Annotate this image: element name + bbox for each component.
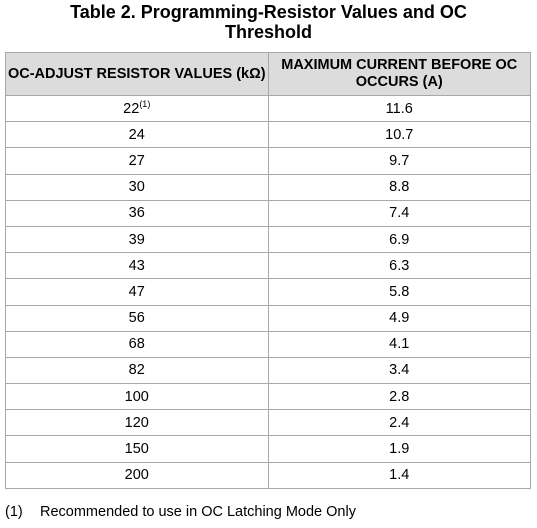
column-header-current: MAXIMUM CURRENT BEFORE OC OCCURS (A)	[267, 52, 531, 96]
resistor-value-cell: 150	[5, 435, 269, 463]
max-current-cell: 5.8	[267, 278, 531, 306]
table-row: 100 2.8	[5, 383, 531, 411]
table-row: 150 1.9	[5, 435, 531, 463]
table-row: 200 1.4	[5, 461, 531, 489]
table-row: 82 3.4	[5, 356, 531, 385]
max-current-cell: 4.1	[267, 330, 531, 358]
max-current-cell: 6.9	[267, 225, 531, 254]
table-row: 22(1) 11.6	[5, 94, 531, 123]
resistor-value: 82	[128, 362, 145, 379]
resistor-value: 22	[123, 100, 140, 117]
table-title-line-1: Table 2. Programming-Resistor Values and…	[70, 2, 467, 22]
resistor-value-cell: 39	[5, 225, 269, 254]
resistor-value-cell: 36	[5, 199, 269, 227]
table-row: 47 5.8	[5, 278, 531, 306]
resistor-value-cell: 24	[5, 121, 269, 149]
max-current-cell: 6.3	[267, 252, 531, 280]
resistor-values-table: OC-ADJUST RESISTOR VALUES (kΩ) MAXIMUM C…	[5, 52, 531, 489]
resistor-value-cell: 56	[5, 304, 269, 332]
resistor-value: 120	[124, 414, 149, 431]
table-title: Table 2. Programming-Resistor Values and…	[0, 2, 537, 42]
table-row: 39 6.9	[5, 225, 531, 254]
max-current-cell: 3.4	[267, 356, 531, 385]
footnote: (1) Recommended to use in OC Latching Mod…	[5, 502, 356, 522]
max-current-cell: 1.4	[267, 461, 531, 489]
table-row: 120 2.4	[5, 409, 531, 437]
resistor-value-cell: 30	[5, 173, 269, 201]
resistor-value-cell: 120	[5, 409, 269, 437]
resistor-value: 150	[124, 441, 149, 458]
resistor-value-cell: 100	[5, 383, 269, 411]
resistor-value: 24	[128, 126, 145, 143]
max-current-cell: 2.8	[267, 383, 531, 411]
table-row: 68 4.1	[5, 330, 531, 358]
column-header-resistor: OC-ADJUST RESISTOR VALUES (kΩ)	[5, 52, 269, 96]
resistor-value-cell: 43	[5, 252, 269, 280]
resistor-value: 100	[124, 388, 149, 405]
resistor-value: 27	[128, 152, 145, 169]
resistor-value-cell: 47	[5, 278, 269, 306]
table-row: 56 4.9	[5, 304, 531, 332]
max-current-cell: 2.4	[267, 409, 531, 437]
resistor-value: 68	[128, 336, 145, 353]
resistor-value: 39	[128, 231, 145, 248]
table-row: 27 9.7	[5, 147, 531, 175]
max-current-cell: 9.7	[267, 147, 531, 175]
footnote-text: Recommended to use in OC Latching Mode O…	[40, 504, 356, 520]
resistor-value-cell: 82	[5, 356, 269, 385]
footnote-marker: (1)	[5, 504, 23, 520]
resistor-value: 200	[124, 467, 149, 484]
resistor-value-cell: 27	[5, 147, 269, 175]
footnote-reference: (1)	[139, 98, 151, 109]
resistor-value: 56	[128, 310, 145, 327]
table-row: 30 8.8	[5, 173, 531, 201]
resistor-value: 43	[128, 257, 145, 274]
table-body: 22(1) 11.6 24 10.7 27 9.7 30 8.8 36 7.4 39 6.9 43 6.3…	[5, 94, 531, 489]
table-title-line-2: Threshold	[224, 22, 312, 42]
table-row: 43 6.3	[5, 252, 531, 280]
resistor-value: 36	[128, 205, 145, 222]
resistor-value-cell: 68	[5, 330, 269, 358]
resistor-value-cell: 22(1)	[5, 94, 269, 123]
table-row: 24 10.7	[5, 121, 531, 149]
max-current-cell: 1.9	[267, 435, 531, 463]
max-current-cell: 4.9	[267, 304, 531, 332]
max-current-cell: 8.8	[267, 173, 531, 201]
resistor-value: 30	[128, 179, 145, 196]
table-row: 36 7.4	[5, 199, 531, 227]
resistor-value: 47	[128, 283, 145, 300]
max-current-cell: 11.6	[267, 94, 531, 123]
resistor-value-cell: 200	[5, 461, 269, 489]
table-header-row: OC-ADJUST RESISTOR VALUES (kΩ) MAXIMUM C…	[5, 52, 531, 96]
max-current-cell: 7.4	[267, 199, 531, 227]
max-current-cell: 10.7	[267, 121, 531, 149]
